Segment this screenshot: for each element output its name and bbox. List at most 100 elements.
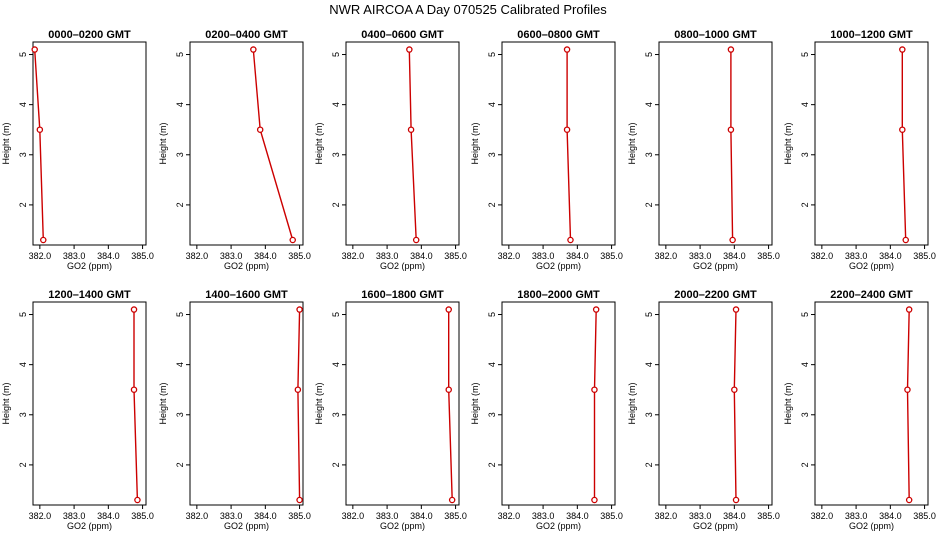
x-tick-label: 384.0 <box>97 511 120 521</box>
x-tick-label: 383.0 <box>689 251 712 261</box>
y-tick-label: 5 <box>487 52 497 57</box>
plot-frame <box>814 301 929 506</box>
panel-title: 0800–1000 GMT <box>674 29 757 41</box>
y-tick-label: 4 <box>331 362 341 367</box>
y-tick-label: 4 <box>175 102 185 107</box>
y-tick-label: 4 <box>644 102 654 107</box>
x-axis-label: GO2 (ppm) <box>693 521 738 531</box>
plot-frame <box>814 41 929 246</box>
data-point <box>563 46 571 53</box>
y-tick-label: 3 <box>18 152 28 157</box>
x-axis-label: GO2 (ppm) <box>224 521 269 531</box>
x-tick-label: 382.0 <box>811 251 834 261</box>
y-tick-label: 3 <box>644 152 654 157</box>
y-tick-label: 5 <box>175 52 185 57</box>
data-point <box>36 126 44 133</box>
y-tick-label: 2 <box>18 462 28 467</box>
y-tick-label: 4 <box>487 362 497 367</box>
y-tick-label: 3 <box>487 412 497 417</box>
x-axis-label: GO2 (ppm) <box>536 521 581 531</box>
y-tick-label: 4 <box>18 102 28 107</box>
y-tick-label: 5 <box>644 312 654 317</box>
plot-frame <box>345 41 460 246</box>
data-point <box>899 126 906 133</box>
y-axis-label: Height (m) <box>158 382 168 424</box>
y-tick-label: 2 <box>18 202 28 207</box>
panel-title: 1400–1600 GMT <box>205 289 288 301</box>
y-axis-label: Height (m) <box>470 122 480 164</box>
x-tick-label: 382.0 <box>655 511 678 521</box>
x-tick-label: 382.0 <box>342 511 365 521</box>
x-tick-label: 384.0 <box>566 251 589 261</box>
data-point <box>732 496 740 504</box>
x-tick-label: 384.0 <box>254 511 277 521</box>
y-axis-label: Height (m) <box>627 122 637 164</box>
x-tick-label: 383.0 <box>376 251 399 261</box>
x-tick-label: 383.0 <box>845 511 868 521</box>
y-tick-label: 3 <box>331 412 341 417</box>
x-axis-label: GO2 (ppm) <box>67 261 112 271</box>
data-point <box>40 236 47 244</box>
x-tick-label: 382.0 <box>811 511 834 521</box>
y-tick-label: 2 <box>331 462 341 467</box>
plot-frame <box>501 41 616 246</box>
y-tick-label: 3 <box>18 412 28 417</box>
panel-12: 2200–2400 GMT 382.0 383.0 384.0 385.0 GO2 (pp… <box>783 289 936 531</box>
data-point <box>296 306 303 313</box>
x-tick-label: 384.0 <box>879 511 902 521</box>
data-point <box>406 46 413 53</box>
y-axis-label: Height (m) <box>470 382 480 424</box>
panel-10: 1800–2000 GMT 382.0 383.0 384.0 385.0 GO2 (pp… <box>470 289 623 531</box>
x-axis-label: GO2 (ppm) <box>224 261 269 271</box>
x-tick-label: 385.0 <box>444 511 467 521</box>
y-axis-label: Height (m) <box>1 122 11 164</box>
y-axis-label: Height (m) <box>783 382 793 424</box>
x-tick-label: 384.0 <box>97 251 120 261</box>
profile-line <box>906 309 910 501</box>
panel-2: 0200–0400 GMT 382.0 383.0 384.0 385.0 GO2 (pp… <box>158 29 311 271</box>
y-tick-label: 2 <box>800 462 810 467</box>
x-tick-label: 384.0 <box>410 251 433 261</box>
data-point <box>448 496 456 504</box>
x-tick-label: 384.0 <box>410 511 433 521</box>
panel-title: 1200–1400 GMT <box>48 289 131 301</box>
panel-title: 1000–1200 GMT <box>830 29 913 41</box>
plot-frame <box>658 41 773 246</box>
y-tick-label: 3 <box>800 152 810 157</box>
y-tick-label: 2 <box>175 462 185 467</box>
x-axis-label: GO2 (ppm) <box>380 261 425 271</box>
data-point <box>727 46 735 53</box>
panel-11: 2000–2200 GMT 382.0 383.0 384.0 385.0 GO2 (pp… <box>627 289 780 531</box>
y-tick-label: 5 <box>331 52 341 57</box>
data-point <box>294 386 302 393</box>
y-tick-label: 2 <box>800 202 810 207</box>
data-point <box>904 386 911 393</box>
y-tick-label: 4 <box>644 362 654 367</box>
x-tick-label: 383.0 <box>63 251 86 261</box>
x-tick-label: 383.0 <box>220 511 243 521</box>
profile-line <box>34 49 44 241</box>
panel-title: 2000–2200 GMT <box>674 289 757 301</box>
plot-frame <box>189 301 304 506</box>
panel-5: 0800–1000 GMT 382.0 383.0 384.0 385.0 GO2 (pp… <box>627 29 780 271</box>
data-point <box>567 236 574 244</box>
plot-frame <box>501 301 616 506</box>
x-tick-label: 384.0 <box>254 251 277 261</box>
x-tick-label: 382.0 <box>498 251 521 261</box>
data-point <box>905 496 913 504</box>
y-tick-label: 5 <box>487 312 497 317</box>
data-point <box>591 496 598 504</box>
panel-9: 1600–1800 GMT 382.0 383.0 384.0 385.0 GO2 (pp… <box>314 289 467 531</box>
x-tick-label: 382.0 <box>655 251 678 261</box>
figure-title: NWR AIRCOA A Day 070525 Calibrated Profi… <box>329 2 607 17</box>
x-axis-label: GO2 (ppm) <box>67 521 112 531</box>
y-tick-label: 2 <box>487 202 497 207</box>
y-tick-label: 2 <box>331 202 341 207</box>
x-tick-label: 382.0 <box>186 511 209 521</box>
y-tick-label: 5 <box>800 312 810 317</box>
x-axis-label: GO2 (ppm) <box>380 521 425 531</box>
y-tick-label: 4 <box>175 362 185 367</box>
y-axis-label: Height (m) <box>1 382 11 424</box>
